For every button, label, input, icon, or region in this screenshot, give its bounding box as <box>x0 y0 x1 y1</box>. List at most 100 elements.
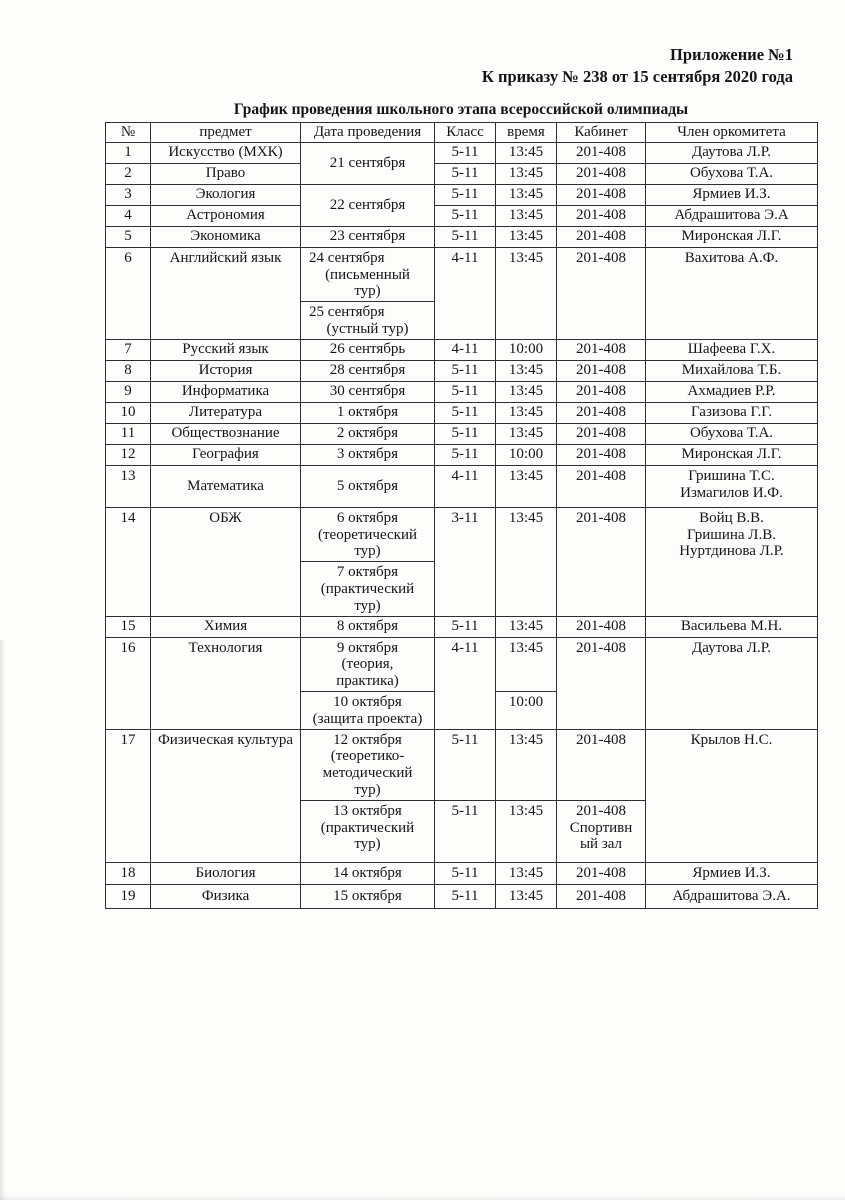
date-cell: 3 октября <box>300 443 435 466</box>
grade-cell: 5-11 <box>434 380 496 403</box>
time-cell: 13:45 <box>495 883 557 909</box>
header-row: № предмет Дата проведения Класс время Ка… <box>105 122 818 143</box>
member-cell: Обухова Т.А. <box>645 162 818 185</box>
grade-cell: 4-11 <box>434 636 496 730</box>
room-cell: 201-408 <box>556 422 646 445</box>
subject-cell: Биология <box>150 861 301 885</box>
time-cell: 13:45 <box>495 204 557 227</box>
time-cell: 13:45 <box>495 636 557 692</box>
room-cell: 201-408 <box>556 204 646 227</box>
grade-cell: 5-11 <box>434 141 496 164</box>
member-cell: Вахитова А.Ф. <box>645 246 818 340</box>
page-title: График проведения школьного этапа всерос… <box>233 101 689 118</box>
member-cell: Миронская Л.Г. <box>645 225 818 248</box>
date-cell: 14 октября <box>300 861 435 885</box>
date-cell: 26 сентябрь <box>300 338 435 361</box>
subject-cell: Физическая культура <box>150 728 301 863</box>
header-grade: Класс <box>434 122 496 143</box>
date-cell: 13 октября (практический тур) <box>300 799 435 863</box>
subject-cell: Право <box>150 162 301 185</box>
time-cell: 10:00 <box>495 690 557 730</box>
table-row: 14 ОБЖ 6 октября (теоретический тур) 3-1… <box>105 506 818 617</box>
subject-cell: История <box>150 359 301 382</box>
room-cell: 201-408 <box>556 183 646 206</box>
table-row: 5 Экономика 23 сентября 5-11 13:45 201-4… <box>105 225 818 248</box>
num-cell: 12 <box>105 443 151 466</box>
header-subject: предмет <box>150 122 301 143</box>
date-cell: 2 октября <box>300 422 435 445</box>
header-time: время <box>495 122 557 143</box>
appendix-line-2: К приказу № 238 от 15 сентября 2020 года <box>481 67 793 87</box>
subject-cell: Информатика <box>150 380 301 403</box>
table-row: 8 История 28 сентября 5-11 13:45 201-408… <box>105 359 818 382</box>
subject-cell: Технология <box>150 636 301 730</box>
time-cell: 10:00 <box>495 443 557 466</box>
subject-cell: Физика <box>150 883 301 909</box>
time-cell: 13:45 <box>495 422 557 445</box>
table-subrow: 25 сентября (устный тур) <box>106 301 818 340</box>
grade-cell: 4-11 <box>434 338 496 361</box>
grade-cell: 5-11 <box>434 443 496 466</box>
time-cell: 13:45 <box>495 506 557 617</box>
time-cell: 13:45 <box>495 861 557 885</box>
table-row: 12 География 3 октября 5-11 10:00 201-40… <box>105 443 818 466</box>
num-cell: 11 <box>105 422 151 445</box>
date-cell: 1 октября <box>300 401 435 424</box>
room-cell: 201-408 <box>556 464 646 508</box>
num-cell: 5 <box>105 225 151 248</box>
num-cell: 19 <box>105 883 151 909</box>
table-row: 9 Информатика 30 сентября 5-11 13:45 201… <box>105 380 818 403</box>
subject-cell: География <box>150 443 301 466</box>
table-row: 10 Литература 1 октября 5-11 13:45 201-4… <box>105 401 818 424</box>
date-cell: 6 октября (теоретический тур) <box>300 506 435 563</box>
room-cell: 201-408 <box>556 225 646 248</box>
time-cell: 13:45 <box>495 141 557 164</box>
subject-cell: Английский язык <box>150 246 301 340</box>
member-cell: Обухова Т.А. <box>645 422 818 445</box>
time-cell: 13:45 <box>495 464 557 508</box>
num-cell: 6 <box>105 246 151 340</box>
header-member: Член оркомитета <box>645 122 818 143</box>
time-cell: 13:45 <box>495 359 557 382</box>
room-cell: 201-408 <box>556 359 646 382</box>
room-cell: 201-408 <box>556 506 646 617</box>
member-cell: Абдрашитова Э.А <box>645 204 818 227</box>
member-cell: Крылов Н.С. <box>645 728 818 863</box>
grade-cell: 5-11 <box>434 615 496 638</box>
member-cell: Миронская Л.Г. <box>645 443 818 466</box>
date-cell: 15 октября <box>300 883 435 909</box>
time-cell: 13:45 <box>495 225 557 248</box>
table-row: 16 Технология 9 октября (теория, практик… <box>105 636 818 730</box>
time-cell: 13:45 <box>495 799 557 863</box>
time-cell: 13:45 <box>495 162 557 185</box>
grade-cell: 5-11 <box>434 183 496 206</box>
num-cell: 2 <box>105 162 151 185</box>
date-cell: 9 октября (теория, практика) <box>300 636 435 692</box>
num-cell: 3 <box>105 183 151 206</box>
num-cell: 17 <box>105 728 151 863</box>
member-cell: Михайлова Т.Б. <box>645 359 818 382</box>
table-row: 1 Искусство (МХК) 21 сентября 5-11 13:45… <box>105 141 818 185</box>
date-cell: 5 октября <box>300 464 435 508</box>
member-cell: Гришина Т.С. Измагилов И.Ф. <box>645 464 818 508</box>
date-cell: 8 октября <box>300 615 435 638</box>
date-cell: 10 октября (защита проекта) <box>300 690 435 730</box>
time-cell: 10:00 <box>495 338 557 361</box>
member-cell: Даутова Л.Р. <box>645 141 818 164</box>
grade-cell: 5-11 <box>434 359 496 382</box>
time-cell: 13:45 <box>495 246 557 340</box>
table-row: 15 Химия 8 октября 5-11 13:45 201-408 Ва… <box>105 615 818 638</box>
room-cell: 201-408 <box>556 861 646 885</box>
subject-cell: ОБЖ <box>150 506 301 617</box>
room-cell: 201-408 <box>556 615 646 638</box>
date-cell: 12 октября (теоретико- методический тур) <box>300 728 435 801</box>
grade-cell: 5-11 <box>434 225 496 248</box>
room-cell: 201-408 <box>556 141 646 164</box>
room-cell: 201-408 <box>556 636 646 730</box>
date-cell: 30 сентября <box>300 380 435 403</box>
time-cell: 13:45 <box>495 183 557 206</box>
table-row: 2 Право 5-11 13:45 201-408 Обухова Т.А. <box>105 162 818 185</box>
time-cell: 13:45 <box>495 401 557 424</box>
subject-cell: Математика <box>150 464 301 508</box>
subject-cell: Экономика <box>150 225 301 248</box>
